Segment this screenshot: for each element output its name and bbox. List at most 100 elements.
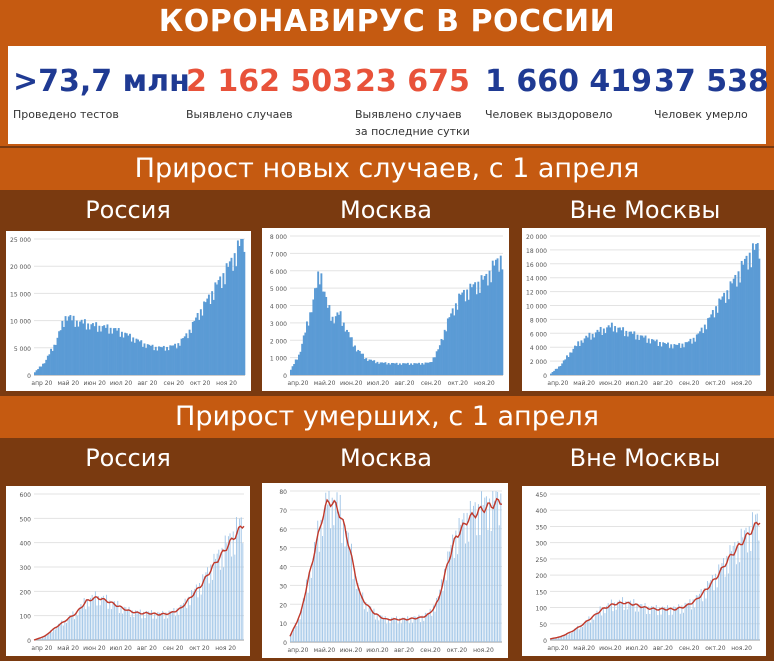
bar — [325, 296, 328, 375]
bar — [339, 311, 342, 375]
bar — [449, 551, 450, 642]
bar — [437, 349, 440, 375]
bar — [475, 294, 478, 375]
bar — [170, 345, 173, 375]
bar — [692, 337, 695, 375]
bar — [609, 327, 612, 375]
bar — [127, 335, 130, 375]
bar — [686, 342, 689, 375]
bar — [694, 341, 697, 375]
bar — [183, 336, 186, 375]
bar — [462, 289, 465, 375]
bar — [758, 540, 760, 640]
bar — [358, 351, 361, 375]
stat-cases-value: 2 162 503 — [186, 64, 354, 99]
bar — [325, 492, 327, 642]
bar — [43, 637, 45, 640]
bar — [376, 613, 378, 642]
bar — [112, 601, 114, 640]
x-tick-label: ноя 20 — [215, 645, 236, 652]
bar — [179, 604, 181, 640]
bar — [54, 629, 56, 640]
bar — [642, 337, 645, 375]
bar — [291, 631, 293, 642]
bar — [357, 349, 360, 375]
bar — [678, 343, 681, 375]
bar — [626, 609, 628, 640]
stat-daily-label: Выявлено случаев за последние сутки — [355, 108, 470, 138]
bar — [95, 322, 98, 375]
bar — [615, 609, 617, 640]
bar — [734, 542, 736, 640]
bar — [703, 588, 705, 640]
bar — [484, 497, 486, 642]
bar — [445, 580, 447, 642]
bar — [432, 605, 434, 642]
bar — [489, 498, 491, 642]
bar — [117, 600, 119, 640]
bar — [559, 637, 561, 640]
bar — [647, 338, 650, 375]
bar — [331, 316, 334, 375]
page-title: КОРОНАВИРУС В РОССИИ — [0, 0, 774, 44]
y-tick-label: 8 000 — [270, 234, 287, 241]
bar — [662, 606, 664, 640]
bar — [582, 342, 584, 375]
bar — [478, 292, 481, 375]
bar — [166, 346, 168, 375]
bar — [639, 335, 642, 375]
bar — [721, 296, 724, 375]
chart-svg: 0 50 100 150 200 250 300 350 400 450 апр.20 май.20 и… — [536, 492, 761, 652]
bar — [331, 497, 333, 642]
bar — [713, 590, 715, 640]
bar — [138, 341, 141, 375]
bar — [466, 289, 469, 375]
bar — [412, 622, 413, 642]
bar — [46, 633, 48, 640]
bar — [397, 364, 400, 375]
y-tick-label: 0 — [283, 373, 287, 380]
bar — [665, 608, 667, 640]
bar — [368, 359, 371, 375]
bar — [168, 610, 170, 640]
bar — [582, 627, 583, 640]
bar — [566, 633, 567, 640]
bar — [745, 527, 747, 640]
bar — [710, 579, 712, 640]
bar — [217, 280, 220, 375]
bar — [703, 324, 706, 375]
y-tick-label: 150 — [536, 589, 548, 596]
bar — [453, 315, 456, 375]
bar — [564, 634, 566, 640]
bar — [193, 320, 196, 375]
bar — [405, 363, 408, 375]
bar — [485, 273, 488, 375]
y-tick-label: 80 — [279, 489, 287, 496]
bar — [229, 533, 231, 640]
bar — [387, 362, 390, 375]
bar — [702, 601, 704, 640]
bar — [419, 364, 422, 375]
chart-svg: 0 2 000 4 000 6 000 8 000 10 000 12 000 14 000 1… — [526, 234, 761, 387]
bar — [421, 615, 423, 642]
bar — [365, 602, 367, 642]
bar — [598, 612, 599, 640]
bar — [726, 555, 728, 640]
bar — [237, 527, 239, 640]
bar — [360, 596, 362, 642]
bar — [444, 568, 446, 642]
bar — [737, 271, 740, 375]
bar — [368, 605, 370, 642]
bar — [106, 324, 109, 375]
bar — [214, 282, 217, 375]
bar — [498, 271, 501, 375]
bar — [66, 622, 67, 640]
bar — [699, 331, 701, 375]
bar — [386, 364, 388, 375]
bar — [758, 258, 761, 375]
bar — [718, 564, 720, 640]
bar — [461, 519, 463, 642]
chart-deaths-outside: 0 50 100 150 200 250 300 350 400 450 апр.20 май.20 и… — [522, 486, 766, 656]
bar — [687, 341, 690, 375]
bar — [240, 239, 243, 375]
